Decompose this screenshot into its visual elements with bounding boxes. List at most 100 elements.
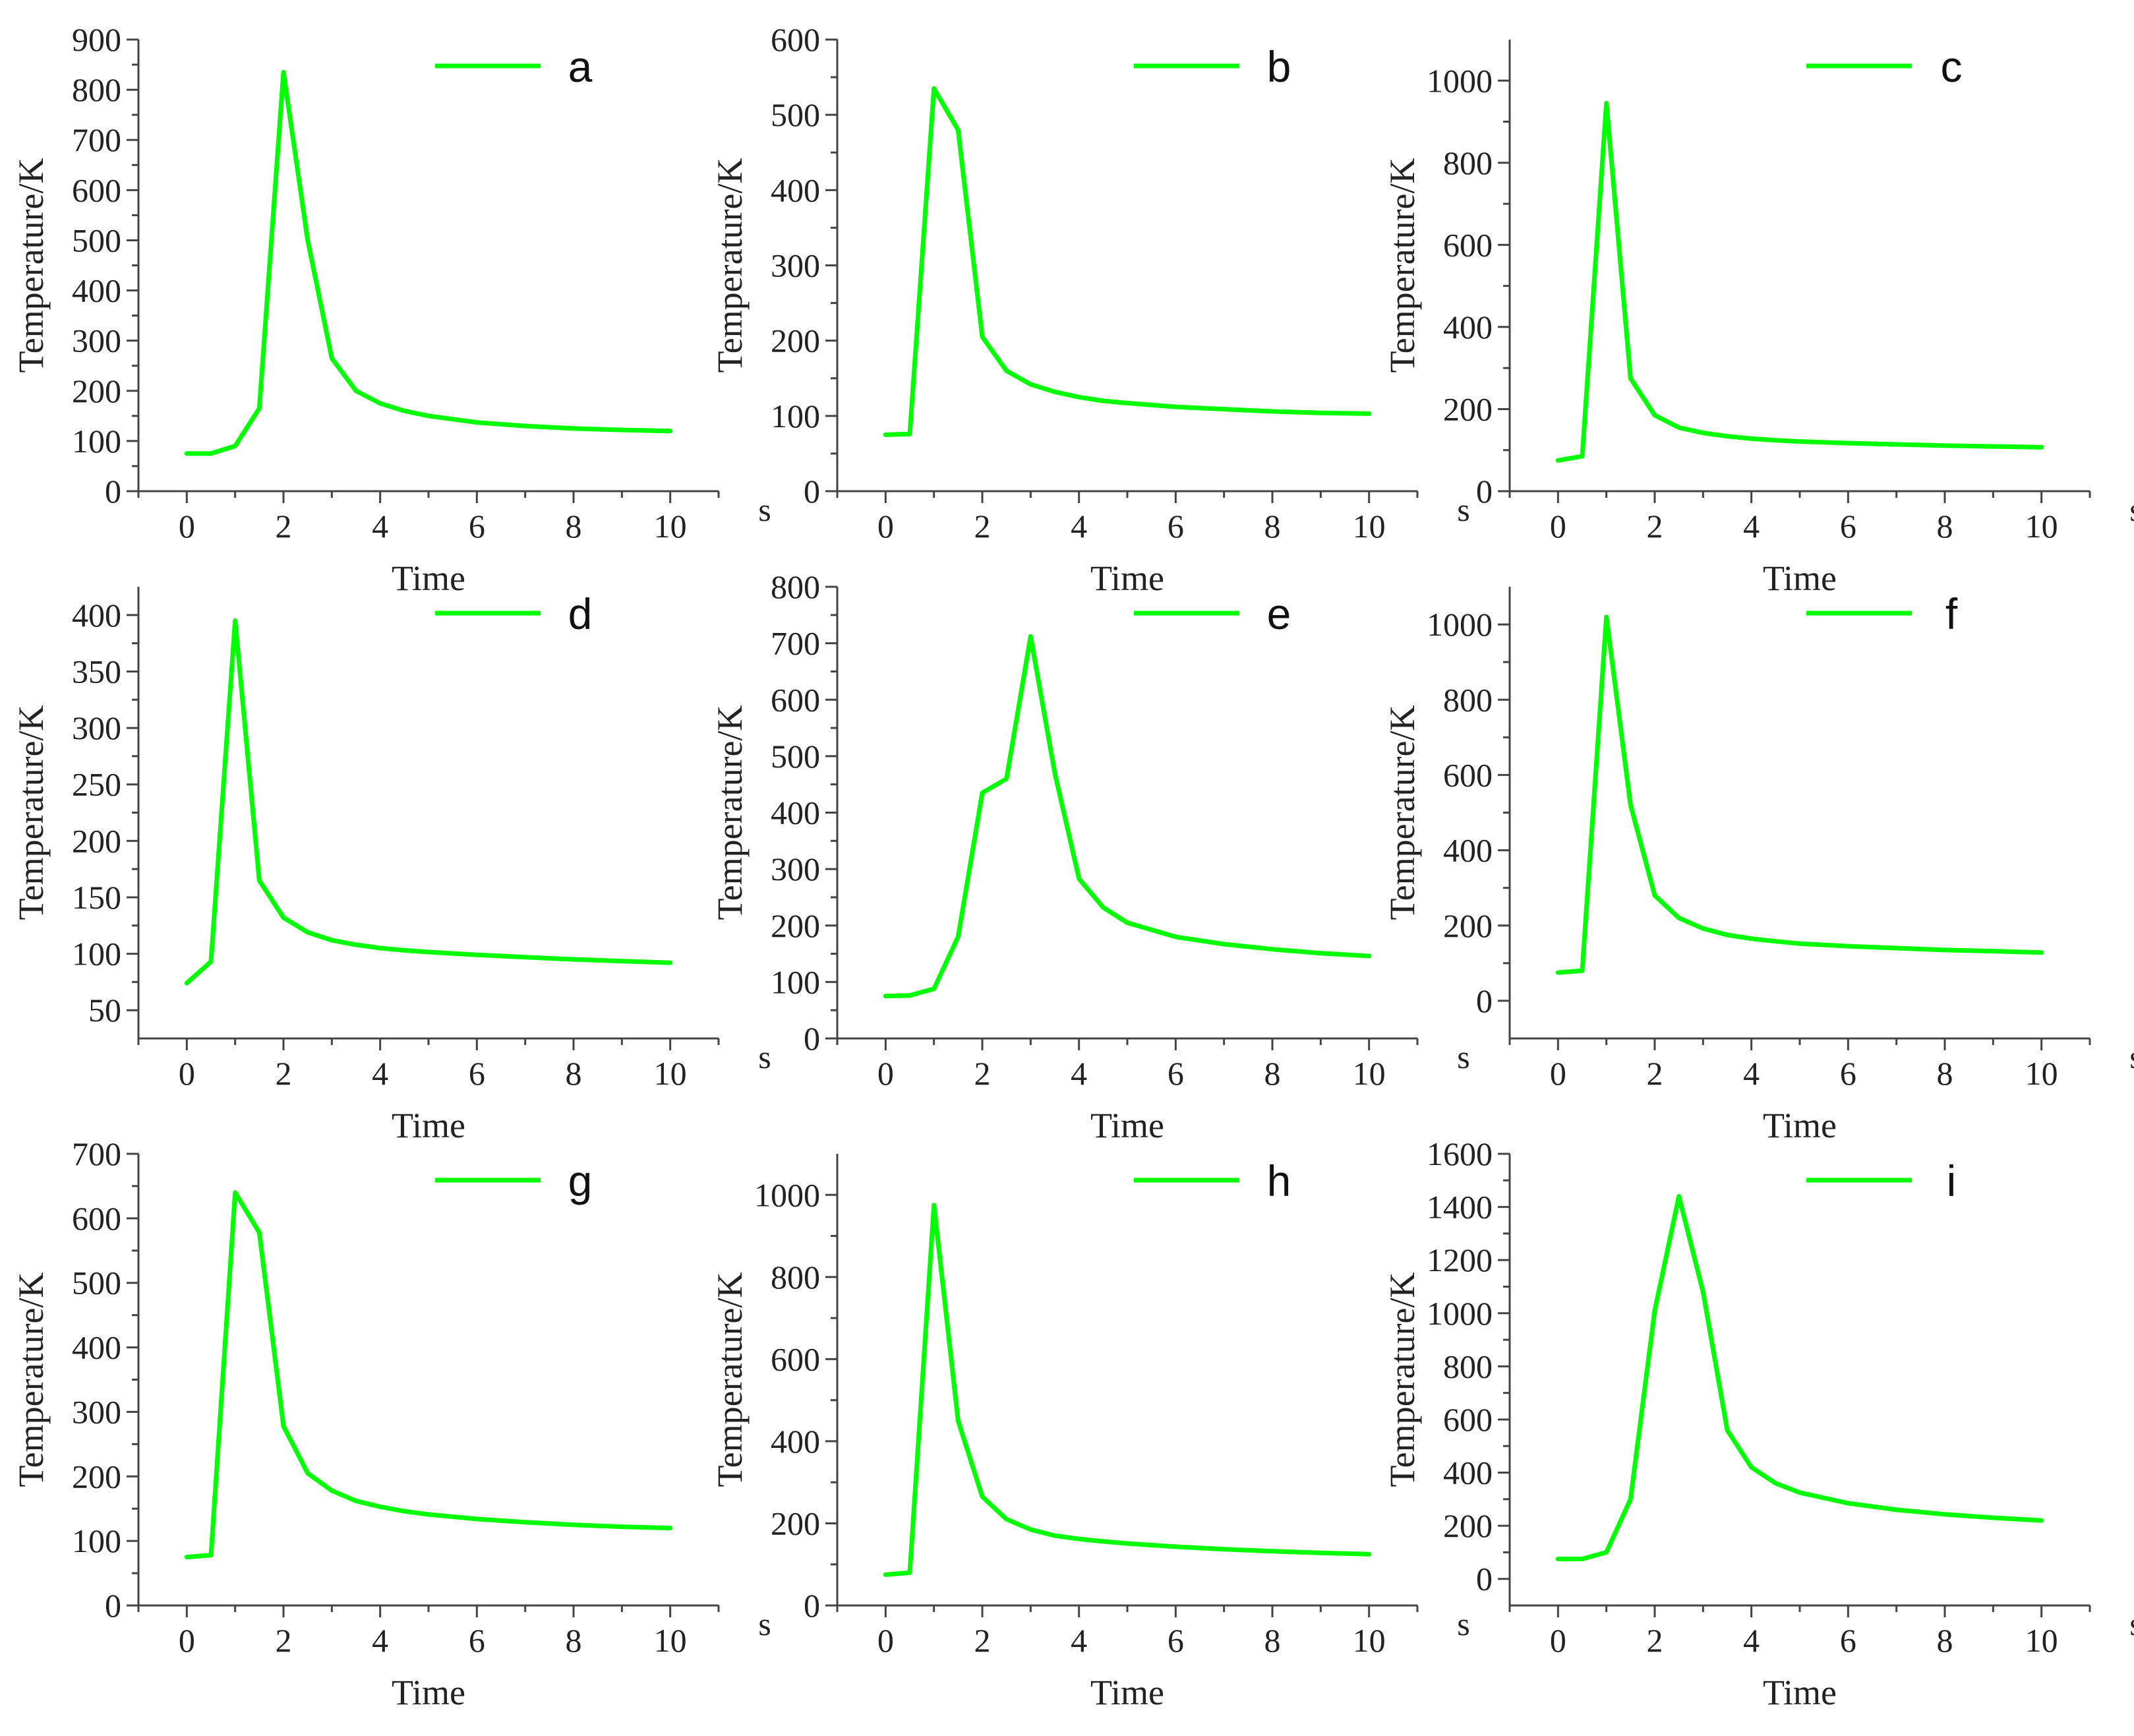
- data-point: [523, 955, 527, 959]
- data-point: [354, 389, 358, 393]
- data-point: [354, 1499, 358, 1503]
- data-point: [1053, 771, 1057, 775]
- x-tick-label: 6: [1840, 508, 1856, 545]
- x-unit-label: s: [2129, 1605, 2134, 1642]
- y-tick-label: 150: [72, 879, 121, 916]
- y-tick-label: 400: [1443, 309, 1493, 345]
- y-tick-label: 300: [771, 851, 820, 887]
- y-tick-label: 600: [1443, 1401, 1493, 1438]
- y-tick-label: 800: [771, 568, 820, 605]
- chart-panel-c: 0 200 400 600 800 1000 0 2 4 6 8 10 s Time Temperature…: [1382, 40, 2134, 598]
- x-axis-title: Time: [1763, 558, 1837, 598]
- data-point: [427, 414, 430, 418]
- series-line: [883, 1203, 1372, 1577]
- y-tick-label: 0: [105, 1587, 121, 1624]
- data-point: [233, 618, 237, 622]
- data-point: [620, 428, 624, 432]
- legend-label: g: [568, 1156, 593, 1205]
- data-point: [378, 1505, 382, 1509]
- y-tick-label: 200: [72, 1458, 121, 1495]
- data-point: [1773, 438, 1777, 442]
- x-axis-title: Time: [1763, 1673, 1837, 1712]
- y-axis-title: Temperature/K: [1382, 158, 1422, 373]
- y-tick-label: 800: [72, 71, 121, 108]
- y-axis-title: Temperature/K: [710, 705, 750, 920]
- x-tick-label: 0: [877, 1622, 894, 1659]
- data-point: [1605, 615, 1609, 619]
- y-tick-label: 700: [771, 625, 820, 662]
- y-tick-label: 800: [1443, 681, 1493, 718]
- y-tick-label: 600: [72, 1200, 121, 1237]
- y-tick-label: 1000: [1427, 1295, 1493, 1332]
- data-point: [2040, 1518, 2044, 1522]
- y-tick-label: 1000: [754, 1176, 820, 1213]
- x-tick-label: 4: [1743, 1622, 1760, 1659]
- data-point: [1005, 1517, 1009, 1521]
- x-unit-label: s: [758, 491, 771, 528]
- legend-label: d: [568, 589, 593, 638]
- data-point: [1701, 1290, 1705, 1294]
- y-tick-label: 800: [1443, 1348, 1493, 1385]
- legend-label: f: [1945, 589, 1958, 638]
- y-tick-label: 400: [1443, 832, 1493, 869]
- data-point: [306, 1471, 310, 1475]
- y-axis-title: Temperature/K: [1382, 705, 1422, 920]
- x-tick-label: 0: [877, 508, 894, 545]
- x-tick-label: 10: [2025, 508, 2058, 545]
- x-tick-label: 4: [372, 1055, 388, 1092]
- data-point: [1319, 1551, 1322, 1555]
- x-tick-label: 8: [1937, 1622, 1953, 1659]
- data-point: [932, 86, 936, 90]
- legend-label: i: [1947, 1156, 1957, 1205]
- x-tick-label: 8: [566, 1622, 582, 1659]
- y-axis-title: Temperature/K: [1382, 1272, 1422, 1487]
- x-axis-title: Time: [1763, 1106, 1837, 1145]
- data-point: [402, 948, 406, 952]
- series-line: [1555, 1194, 2044, 1561]
- data-point: [1222, 942, 1226, 946]
- chart-panel-h: 0 200 400 600 800 1000 0 2 4 6 8 10 s Time Temperature…: [710, 1154, 1470, 1712]
- chart-panel-e: 0 100 200 300 400 500 600 700 800 0 2 4 6 8 10 s Time Tem…: [710, 568, 1470, 1145]
- x-tick-label: 0: [877, 1055, 894, 1092]
- series-line: [184, 70, 673, 456]
- data-point: [1750, 436, 1754, 440]
- data-point: [306, 238, 310, 242]
- data-point: [668, 1526, 672, 1530]
- y-tick-label: 200: [1443, 390, 1493, 427]
- chart-panel-f: 0 200 400 600 800 1000 0 2 4 6 8 10 s Time Temperature…: [1382, 587, 2134, 1145]
- chart-panel-g: 0 100 200 300 400 500 600 700 0 2 4 6 8 10 s Time Temper…: [11, 1135, 771, 1712]
- x-axis-title: Time: [1090, 558, 1164, 598]
- y-tick-label: 200: [771, 1505, 820, 1541]
- y-tick-label: 500: [771, 96, 820, 133]
- y-tick-label: 600: [771, 681, 820, 718]
- data-point: [209, 960, 213, 964]
- x-unit-label: s: [758, 1038, 771, 1075]
- y-tick-label: 200: [72, 373, 121, 409]
- data-point: [1725, 933, 1729, 937]
- data-point: [1798, 942, 1802, 945]
- y-tick-label: 350: [72, 653, 121, 690]
- data-point: [475, 1517, 479, 1521]
- data-point: [209, 452, 213, 456]
- data-point: [1125, 920, 1129, 924]
- data-point: [668, 429, 672, 433]
- data-point: [956, 1419, 960, 1423]
- x-tick-label: 4: [1071, 1055, 1087, 1092]
- y-tick-label: 1600: [1427, 1135, 1493, 1172]
- x-tick-label: 0: [1550, 508, 1566, 545]
- x-tick-label: 10: [654, 508, 687, 545]
- y-tick-label: 600: [72, 171, 121, 208]
- data-point: [980, 1495, 984, 1499]
- y-tick-label: 100: [72, 1522, 121, 1559]
- data-point: [1053, 1534, 1057, 1538]
- x-tick-label: 4: [1071, 1622, 1087, 1659]
- x-unit-label: s: [1457, 1038, 1469, 1075]
- data-point: [1028, 634, 1032, 638]
- x-tick-label: 8: [1937, 508, 1953, 545]
- data-point: [572, 427, 576, 431]
- y-tick-label: 0: [1476, 982, 1493, 1019]
- y-tick-label: 200: [771, 907, 820, 944]
- y-tick-label: 200: [771, 322, 820, 359]
- data-point: [427, 1512, 430, 1516]
